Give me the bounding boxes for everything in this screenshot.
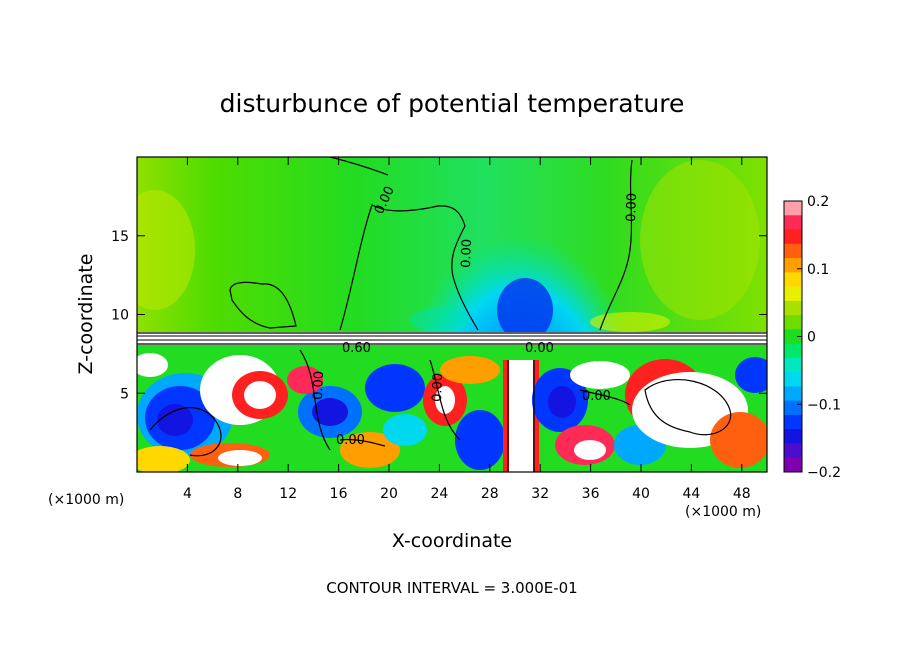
- colorbar-segment: [784, 272, 802, 288]
- y-tick-label: 5: [120, 386, 129, 402]
- x-tick-label: 36: [582, 486, 600, 502]
- contour-line: [644, 379, 732, 436]
- x-tick-label: 32: [531, 486, 549, 502]
- colorbar-segment: [784, 300, 802, 316]
- x-tick-label: 48: [733, 486, 751, 502]
- colorbar-segment: [784, 414, 802, 430]
- contour-label: 0.00: [311, 371, 327, 400]
- x-axis-unit-left: (×1000 m): [48, 492, 124, 508]
- x-tick-label: 20: [380, 486, 398, 502]
- contour-line: [429, 359, 461, 441]
- contour-line: [299, 349, 331, 451]
- colorbar-tick-label: 0.1: [807, 262, 829, 278]
- y-tick-label: 15: [111, 229, 129, 245]
- contour-line: [339, 438, 386, 447]
- plot-area: [136, 156, 768, 473]
- contour-label: 0.00: [624, 193, 640, 222]
- contour-label: 0.00: [525, 341, 554, 356]
- colorbar-segment: [784, 457, 802, 473]
- colorbar-segment: [784, 286, 802, 302]
- contour-label: 0.00: [430, 373, 446, 402]
- upper-field: [137, 157, 767, 332]
- colorbar-segment: [784, 357, 802, 373]
- contour-line: [579, 389, 631, 406]
- x-tick-label: 24: [430, 486, 448, 502]
- x-tick-label: 28: [481, 486, 499, 502]
- x-tick-label: 40: [632, 486, 650, 502]
- chart-title: disturbunce of potential temperature: [220, 89, 685, 118]
- colorbar-segment: [784, 329, 802, 345]
- x-tick-label: 8: [233, 486, 242, 502]
- contour-line: [339, 204, 479, 331]
- y-tick-label: 10: [111, 308, 129, 324]
- colorbar-tick-label: 0.2: [807, 194, 829, 210]
- colorbar-segment: [784, 201, 802, 216]
- x-tick-label: 12: [279, 486, 297, 502]
- contour-line: [229, 281, 297, 329]
- y-axis-label: Z-coordinate: [75, 254, 97, 375]
- contour-line: [507, 360, 535, 472]
- x-tick-label: 16: [330, 486, 348, 502]
- x-tick-label: 44: [682, 486, 700, 502]
- contour-label: 0.00: [336, 433, 365, 448]
- x-axis-label: X-coordinate: [392, 530, 512, 552]
- colorbar-segment: [784, 372, 802, 387]
- contour-label: 0.60: [342, 341, 371, 356]
- x-axis: 4 8 12 16 20 24 28 32 36 40 44 48: [183, 157, 751, 502]
- contour-label: 0.00: [582, 389, 611, 404]
- colorbar: 0.2 0.1 0 −0.1 −0.2: [783, 194, 841, 481]
- colorbar-tick-label: −0.1: [807, 397, 841, 413]
- contour-line: [329, 157, 389, 176]
- colorbar-segment: [784, 400, 802, 416]
- colorbar-segment: [784, 315, 802, 330]
- colorbar-segment: [784, 386, 802, 402]
- colorbar-segment: [784, 343, 802, 359]
- contour-labels: 0.00 0.00 0.00 0.00 0.60 0.00 0.00 0.00 …: [311, 184, 640, 448]
- colorbar-tick-label: −0.2: [807, 465, 841, 481]
- contour-line: [149, 407, 222, 457]
- colorbar-tick-label: 0: [807, 330, 816, 346]
- contour-line: [599, 159, 633, 331]
- colorbar-segment: [784, 258, 802, 273]
- y-axis: 5 10 15: [111, 229, 767, 402]
- colorbar-segment: [784, 243, 802, 259]
- contour-interval-note: CONTOUR INTERVAL = 3.000E-01: [326, 579, 577, 597]
- transition-band: [137, 332, 767, 345]
- lower-field: [137, 345, 767, 472]
- x-axis-unit-right: (×1000 m): [685, 504, 761, 520]
- colorbar-segment: [784, 215, 802, 231]
- x-tick-label: 4: [183, 486, 192, 502]
- colorbar-segment: [784, 429, 802, 444]
- colorbar-segment: [784, 443, 802, 459]
- contour-label: 0.00: [459, 239, 475, 268]
- colorbar-segment: [784, 229, 802, 245]
